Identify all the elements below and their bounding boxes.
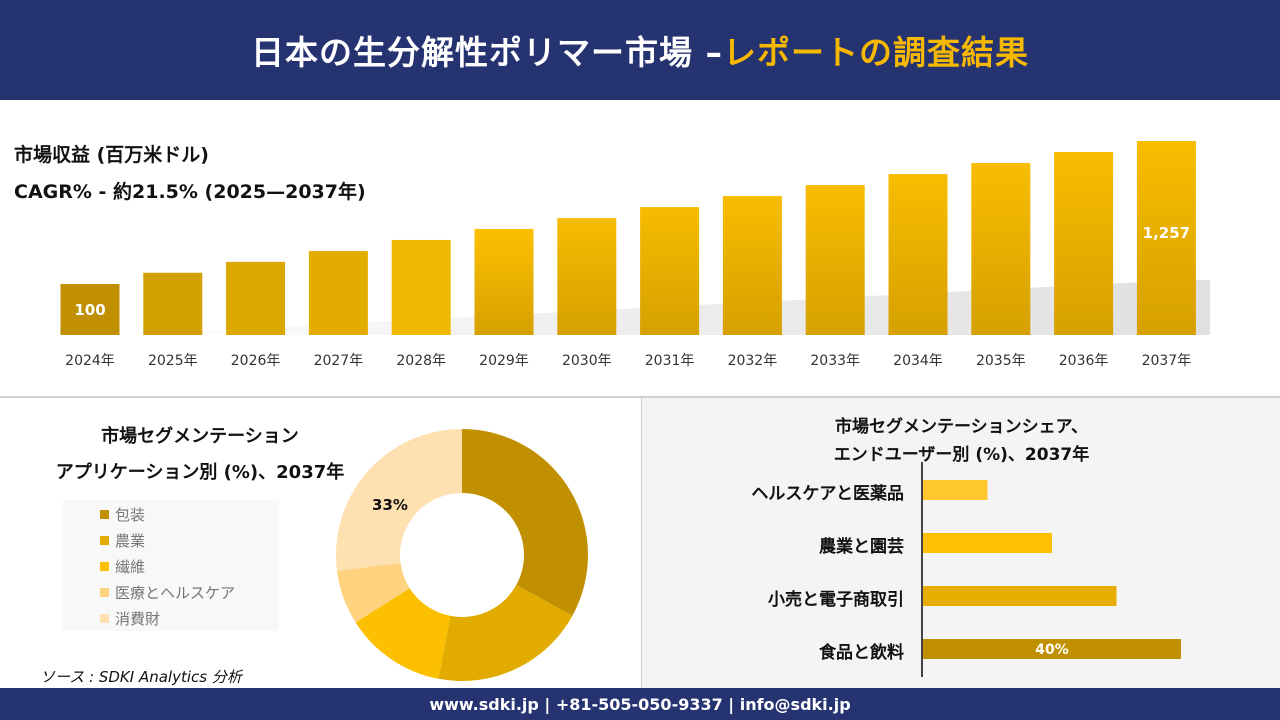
x-tick-label: 2031年 (645, 353, 695, 369)
hbar-title-line2: エンドユーザー別 (%)、2037年 (833, 445, 1090, 465)
donut-legend: 包装農業繊維医療とヘルスケア 消費財 (63, 500, 279, 631)
cagr-label: CAGR% - 約21.5% (2025—2037年) (14, 181, 366, 203)
legend-label: 農業 (115, 532, 146, 550)
bar-2033年 (805, 185, 865, 335)
legend-item: 消費財 (100, 608, 160, 629)
donut-title-line2: アプリケーション別 (%)、2037年 (55, 462, 345, 483)
x-tick-label: 2030年 (562, 353, 612, 369)
bar-2029年 (474, 228, 534, 335)
donut-slice-包装 (462, 429, 588, 616)
x-tick-label: 2026年 (231, 353, 281, 369)
hbar-data-label: 40% (1035, 642, 1069, 658)
x-tick-label: 2032年 (728, 353, 778, 369)
legend-swatch (100, 614, 109, 623)
bar-2024年 (60, 284, 120, 335)
x-tick-label: 2027年 (314, 353, 364, 369)
legend-swatch (100, 510, 109, 519)
hbar-category-label: 小売と電子商取引 (768, 590, 904, 610)
legend-item: 農業 (100, 530, 145, 551)
x-tick-label: 2025年 (148, 353, 198, 369)
revenue-bar-chart: 2024年 100 2025年 2026年 2027年 2028年 2029年 2030年 20… (60, 141, 1210, 369)
x-tick-label: 2034年 (893, 353, 943, 369)
hbar-title-line1: 市場セグメンテーションシェア、 (835, 417, 1088, 437)
source-note: ソース : SDKI Analytics 分析 (40, 668, 242, 686)
donut-slice-農業 (438, 584, 573, 681)
hbar-category-label: 農業と園芸 (819, 537, 904, 557)
x-tick-label: 2024年 (65, 353, 115, 369)
legend-item: 繊維 (100, 556, 145, 577)
donut-data-label: 33% (372, 496, 408, 514)
x-tick-label: 2028年 (396, 353, 446, 369)
revenue-label: 市場収益 (百万米ドル) (14, 144, 209, 166)
legend-label: 医療とヘルスケア (115, 584, 236, 602)
bar-2030年 (557, 218, 617, 335)
bar-2031年 (640, 207, 700, 335)
header-title: 日本の生分解性ポリマー市場 – (251, 33, 723, 72)
x-tick-label: 2036年 (1059, 353, 1109, 369)
hbar-category-label: 食品と飲料 (819, 643, 904, 663)
bar-2032年 (722, 196, 782, 335)
bar-data-label: 100 (74, 301, 105, 319)
bar-2034年 (888, 174, 948, 335)
bar-data-label: 1,257 (1143, 224, 1190, 242)
hbar-農業と園芸 (923, 533, 1052, 553)
header-highlight: レポートの調査結果 (723, 33, 1029, 72)
legend-swatch (100, 536, 109, 545)
footer-contact: www.sdki.jp | +81-505-050-9337 | info@sd… (0, 688, 1280, 720)
application-donut-chart: 33% (336, 429, 588, 681)
donut-title-line1: 市場セグメンテーション (101, 426, 299, 447)
bar-2037年 (1136, 141, 1196, 335)
x-tick-label: 2035年 (976, 353, 1026, 369)
donut-slice-繊維 (355, 588, 451, 679)
hbar-ヘルスケアと医薬品 (923, 480, 988, 500)
hbar-食品と飲料 (923, 639, 1181, 659)
x-tick-label: 2037年 (1142, 353, 1192, 369)
hbar-category-label: ヘルスケアと医薬品 (751, 484, 904, 504)
x-tick-label: 2029年 (479, 353, 529, 369)
legend-label: 消費財 (115, 610, 161, 628)
legend-label: 包装 (115, 506, 146, 524)
legend-swatch (100, 588, 109, 597)
donut-slice-医療とヘルスケア (336, 562, 410, 623)
donut-slice-消費財 (336, 429, 462, 571)
revenue-panel: 市場収益 (百万米ドル) CAGR% - 約21.5% (2025—2037年)… (0, 100, 1280, 396)
legend-label: 繊維 (115, 558, 146, 576)
bar-2025年 (143, 272, 203, 335)
bar-2027年 (308, 251, 368, 335)
end-user-bar-chart: 40% (921, 462, 1181, 677)
bar-2035年 (971, 163, 1031, 335)
legend-swatch (100, 562, 109, 571)
hbar-小売と電子商取引 (923, 586, 1117, 606)
bar-2036年 (1054, 152, 1114, 335)
bar-2028年 (391, 239, 451, 335)
bar-2026年 (226, 261, 286, 335)
legend-item: 包装 (100, 504, 145, 525)
divider (0, 396, 1280, 398)
legend-item: 医療とヘルスケア (100, 582, 235, 603)
report-header: 日本の生分解性ポリマー市場 – レポートの調査結果 (0, 0, 1280, 100)
x-tick-label: 2033年 (810, 353, 860, 369)
